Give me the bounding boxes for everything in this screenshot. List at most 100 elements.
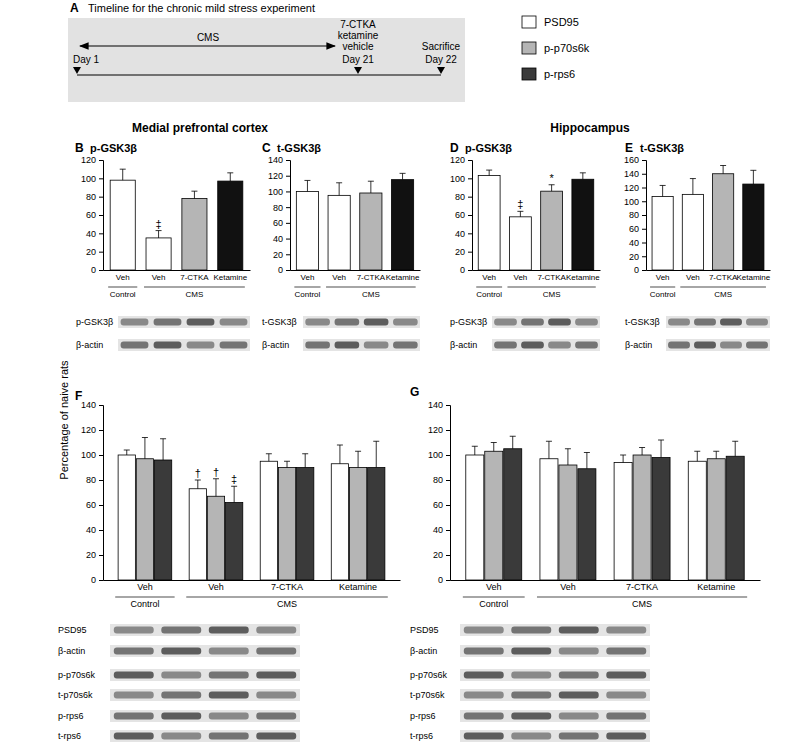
error-bar xyxy=(302,454,308,468)
group-label: CMS xyxy=(543,290,561,299)
blot-band xyxy=(521,342,544,349)
blot-strip xyxy=(303,339,420,351)
blot-label: β-actin xyxy=(76,340,103,350)
panel-letter: G xyxy=(410,385,419,399)
panel-title: t-GSK3β xyxy=(277,142,321,154)
blot-strip xyxy=(460,645,650,657)
blot-strip xyxy=(110,645,300,657)
x-tick: Veh xyxy=(152,273,166,282)
tick-label: 7-CTKA xyxy=(537,273,566,282)
tick-mark xyxy=(446,505,450,506)
error-bar xyxy=(732,441,738,456)
group-label: Control xyxy=(479,599,508,609)
blot-label: β-actin xyxy=(58,646,85,656)
blot-band xyxy=(464,692,504,699)
tick-mark xyxy=(446,480,450,481)
error-bar xyxy=(213,479,219,497)
bar xyxy=(260,461,277,580)
tick-label: 0 xyxy=(91,575,96,585)
error-bar xyxy=(694,451,700,461)
error-bar xyxy=(156,231,162,238)
error-bar xyxy=(660,185,666,196)
day-marker xyxy=(354,67,362,74)
group-label: CMS xyxy=(186,290,204,299)
x-tick: 7-CTKA xyxy=(626,582,658,592)
axis-line xyxy=(99,161,104,271)
blot-strip xyxy=(118,339,250,351)
tick-label: 140 xyxy=(428,400,443,410)
blot-band xyxy=(114,648,154,655)
blot-band xyxy=(209,713,249,720)
blot-band xyxy=(364,319,389,326)
error-bar xyxy=(227,173,233,181)
y-tick: 0 xyxy=(91,575,103,585)
tick-label: 40 xyxy=(86,229,96,239)
bar xyxy=(226,503,243,581)
tick-label: 7-CTKA xyxy=(180,273,209,282)
bar xyxy=(360,193,382,270)
group-line xyxy=(144,287,245,288)
tick-label: 7-CTKA xyxy=(709,273,738,282)
group-line xyxy=(650,287,675,288)
y-axis: 020406080100120 xyxy=(81,155,104,275)
axis-line xyxy=(104,580,401,581)
blot-strip xyxy=(460,730,650,742)
blot-band xyxy=(209,648,249,655)
tick-mark xyxy=(99,233,103,234)
y-tick: 40 xyxy=(86,525,103,535)
blot-band xyxy=(161,627,201,634)
tick-label: 80 xyxy=(455,192,465,202)
error-bar xyxy=(191,191,197,198)
y-tick: 0 xyxy=(634,265,646,275)
blot-band xyxy=(746,342,768,349)
tick-label: Ketamine xyxy=(736,273,770,282)
significance-labels: ‡ xyxy=(156,218,162,230)
y-tick: 140 xyxy=(81,400,103,410)
axis-line xyxy=(468,161,473,271)
tick-mark xyxy=(99,455,103,456)
tick-label: 140 xyxy=(268,155,283,165)
y-tick: 100 xyxy=(428,450,450,460)
y-tick: 40 xyxy=(455,229,472,239)
tick-mark xyxy=(446,555,450,556)
tick-label: 0 xyxy=(91,265,96,275)
group-line xyxy=(294,287,320,288)
bar xyxy=(391,180,413,270)
stress-label: CMS xyxy=(197,32,220,43)
tick-label: 40 xyxy=(433,525,443,535)
error-bar xyxy=(584,453,590,469)
tick-label: Ketamine xyxy=(213,273,247,282)
bar xyxy=(578,469,596,580)
error-bar xyxy=(517,211,523,217)
error-bar xyxy=(400,173,406,179)
axis-line xyxy=(451,580,761,581)
x-tick: 7-CTKA xyxy=(357,273,386,282)
group-label: Control xyxy=(650,290,676,299)
tick-label: 40 xyxy=(273,234,283,244)
blot-band xyxy=(256,692,296,699)
y-tick: 100 xyxy=(81,450,103,460)
tick-label: 160 xyxy=(624,155,639,165)
x-tick: 7-CTKA xyxy=(180,273,209,282)
error-bar xyxy=(549,185,555,191)
blot-band xyxy=(511,713,551,720)
blot-band xyxy=(220,342,248,349)
tick-label: 120 xyxy=(81,155,96,165)
group-line xyxy=(476,287,502,288)
blot-band xyxy=(393,342,418,349)
blot-strip xyxy=(492,316,600,328)
tick-label: 20 xyxy=(86,550,96,560)
blot-band xyxy=(559,627,599,634)
tick-label: Veh xyxy=(116,273,130,282)
tick-mark xyxy=(642,201,646,202)
tick-label: Veh xyxy=(486,582,502,592)
blot-band xyxy=(161,713,201,720)
group-line xyxy=(463,597,525,598)
y-tick: 100 xyxy=(450,174,472,184)
legend-swatch xyxy=(522,42,536,54)
axis-line xyxy=(473,270,601,271)
tick-label: 120 xyxy=(81,425,96,435)
blot-band xyxy=(114,627,154,634)
blot-band xyxy=(694,319,716,326)
tick-label: 140 xyxy=(81,400,96,410)
